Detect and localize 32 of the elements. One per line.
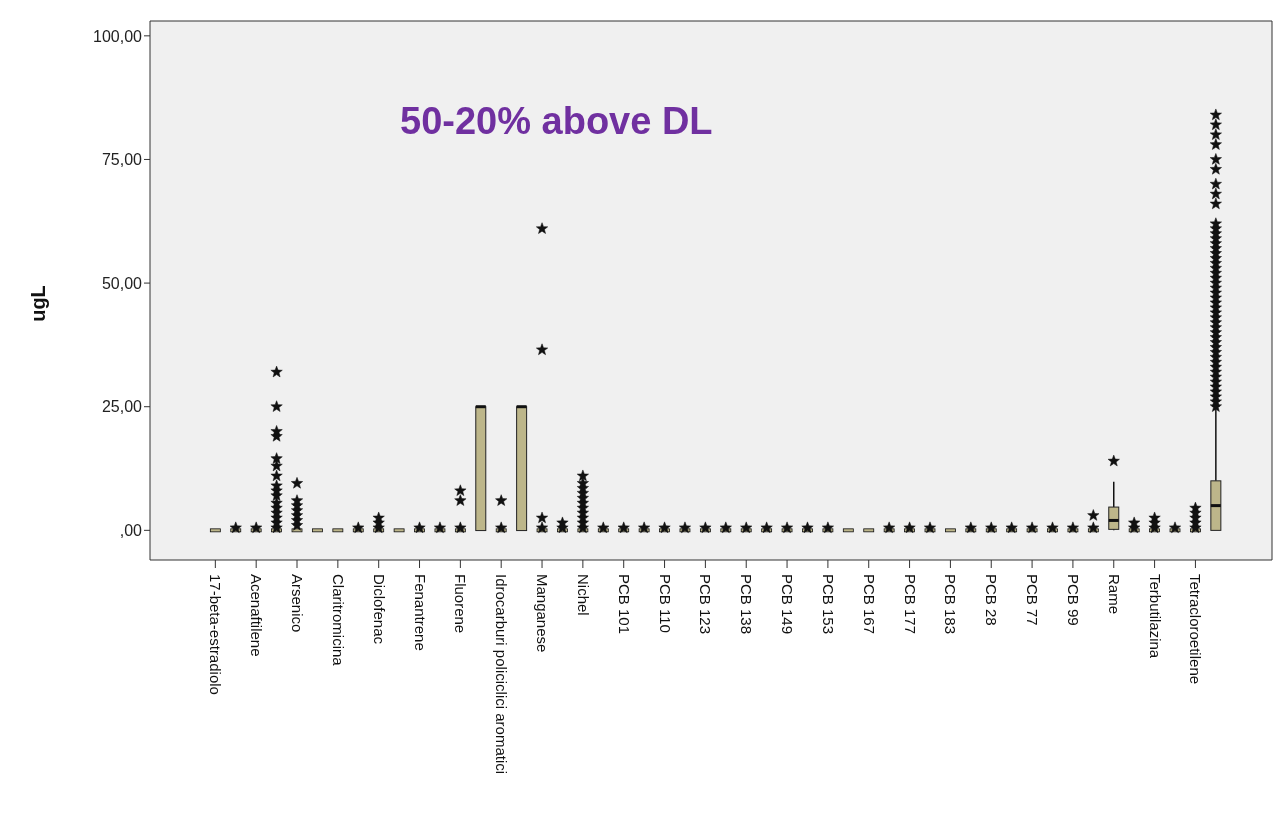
text: 50-20% above DL xyxy=(400,100,713,143)
x-tick-label: Nichel xyxy=(574,574,592,616)
x-tick-label: PCB 183 xyxy=(942,574,960,635)
x-tick-label: Claritromicina xyxy=(329,574,347,667)
y-tick-label: 75,00 xyxy=(101,151,143,169)
x-tick-label: Tetracloroetilene xyxy=(1187,574,1205,685)
x-tick-label: PCB 149 xyxy=(779,574,797,635)
x-tick-label: Acenaftilene xyxy=(248,574,266,657)
y-tick-label: 25,00 xyxy=(101,398,143,416)
x-tick-label: 17-beta-estradiolo xyxy=(207,574,225,695)
x-tick-label: PCB 177 xyxy=(901,574,919,635)
x-tick-label: Fluorene xyxy=(452,574,470,634)
x-tick-label: PCB 28 xyxy=(983,574,1001,626)
x-tick-label: Arsenico xyxy=(289,574,307,633)
x-tick-label: Fenantrene xyxy=(411,574,429,651)
x-tick-label: PCB 101 xyxy=(615,574,633,635)
x-tick-label: Manganese xyxy=(534,574,552,653)
x-tick-label: PCB 167 xyxy=(860,574,878,635)
y-axis-title: ugL xyxy=(26,285,50,322)
x-tick-label: PCB 138 xyxy=(738,574,756,635)
y-tick-label: 50,00 xyxy=(101,274,143,292)
x-tick-label: Idrocarburi policiclici aromatici xyxy=(493,574,511,775)
x-tick-label: PCB 110 xyxy=(656,574,674,633)
y-tick-label: ,00 xyxy=(119,522,143,540)
x-tick-label: PCB 123 xyxy=(697,574,715,635)
y-tick-label: 100,00 xyxy=(93,27,143,45)
x-tick-label: PCB 77 xyxy=(1024,574,1042,626)
x-tick-label: Terbutilazina xyxy=(1146,574,1164,659)
x-tick-label: PCB 99 xyxy=(1064,574,1082,626)
x-tick-label: Rame xyxy=(1105,574,1123,615)
x-tick-label: PCB 153 xyxy=(819,574,837,635)
x-tick-label: Diclofenac xyxy=(370,574,388,645)
